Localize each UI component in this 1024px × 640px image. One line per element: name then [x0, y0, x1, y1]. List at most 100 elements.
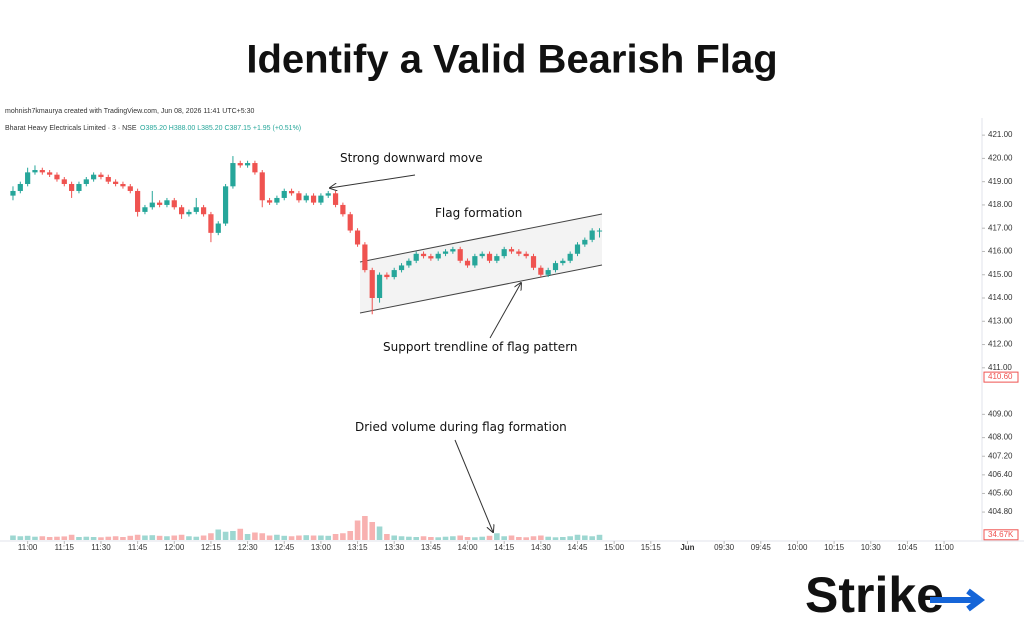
arrow — [330, 174, 416, 188]
candle-body — [149, 202, 155, 208]
volume-bar — [178, 534, 185, 540]
annotation: Dried volume during flag formation — [355, 420, 567, 434]
candle-body — [347, 214, 353, 231]
x-tick-label: 14:00 — [458, 543, 479, 552]
credit: mohnish7kmaurya created with TradingView… — [5, 108, 254, 115]
candle-body — [376, 274, 383, 299]
arrow — [454, 439, 493, 532]
volume-bar — [406, 536, 412, 540]
x-tick-label: Jun — [680, 543, 694, 552]
candle-body — [354, 230, 361, 245]
volume-bar — [413, 537, 420, 540]
volume-bar — [83, 536, 90, 540]
candle-body — [428, 256, 434, 259]
y-tick-label: 406.40 — [988, 470, 1013, 479]
volume-bar — [39, 536, 46, 540]
volume-bar — [186, 536, 192, 540]
candle-body — [310, 195, 317, 203]
volume-bar — [589, 536, 595, 540]
volume-bar — [523, 537, 529, 540]
y-tick-label: 416.00 — [988, 247, 1013, 256]
volume-bar — [303, 535, 310, 540]
volume-bar — [142, 535, 148, 540]
ohlc: O385.20 H388.00 L385.20 C387.15 +1.95 (+… — [140, 125, 301, 132]
candle-body — [54, 174, 60, 180]
candle-body — [472, 256, 478, 266]
volume-bar — [545, 536, 551, 540]
y-tick-label: 417.00 — [988, 223, 1013, 232]
annotation: Flag formation — [435, 206, 522, 220]
candle-body — [164, 200, 170, 205]
y-tick-label: 414.00 — [988, 293, 1013, 302]
candle-body — [142, 207, 148, 212]
volume-bar — [582, 535, 588, 540]
x-tick-label: 13:30 — [384, 543, 405, 552]
candle-body — [589, 230, 595, 240]
candle-body — [127, 186, 133, 191]
candle-body — [457, 249, 463, 261]
volume-bar — [200, 535, 207, 540]
volume-bar — [149, 535, 156, 540]
candle-body — [25, 172, 31, 184]
volume-bar — [134, 534, 141, 540]
x-tick-label: 11:00 — [18, 543, 38, 552]
volume-bar — [156, 535, 163, 540]
candle-body — [516, 251, 522, 254]
logo-accent — [930, 588, 985, 612]
volume-bar — [222, 531, 229, 540]
x-tick-label: 12:00 — [164, 543, 185, 552]
candle-body — [39, 170, 45, 173]
candle-body — [296, 193, 302, 201]
plot: 421.00 420.00 419.00 418.00 417.00 416.00 415.… — [10, 130, 1019, 552]
x-tick-label: 14:30 — [531, 543, 552, 552]
candle-body — [259, 172, 265, 201]
volume-bar — [428, 537, 434, 540]
volume-bar — [398, 536, 405, 540]
candle-body — [83, 179, 89, 184]
volume-bar — [362, 516, 368, 540]
volume-bar — [560, 537, 566, 540]
volume-bar — [252, 532, 258, 540]
x-tick-label: 11:15 — [55, 543, 75, 552]
volume-bar — [171, 535, 178, 540]
volume-bar — [347, 531, 354, 540]
candle-body — [538, 267, 544, 275]
x-tick-label: 13:15 — [348, 543, 369, 552]
volume-bar — [442, 536, 449, 540]
candle-body — [494, 256, 500, 261]
x-tick-label: 10:15 — [824, 543, 845, 552]
candle-body — [208, 214, 214, 233]
candle-body — [530, 256, 537, 268]
price-marker — [983, 371, 1019, 383]
candle-body — [252, 163, 258, 173]
candle-body — [69, 183, 75, 191]
volume-bar — [574, 534, 581, 540]
candle-body — [464, 260, 471, 266]
volume-bar — [274, 534, 280, 540]
candle-body — [574, 244, 581, 254]
volume-bar — [538, 535, 544, 540]
volume-bar — [281, 535, 288, 540]
candle-body — [61, 179, 67, 184]
logo: Strike — [805, 567, 944, 623]
volume-bar — [340, 533, 346, 540]
volume-bar — [259, 533, 266, 540]
page-title: Identify a Valid Bearish Flag — [246, 38, 777, 82]
x-tick-label: 09:30 — [714, 543, 735, 552]
annotation: Support trendline of flag pattern — [383, 340, 578, 354]
volume-bar — [464, 537, 471, 540]
volume-bar — [325, 535, 332, 540]
candle-body — [274, 197, 280, 203]
y-tick-label: 409.00 — [988, 409, 1013, 418]
arrow — [489, 283, 521, 339]
volume-bar — [310, 535, 317, 540]
candle-body — [318, 195, 324, 203]
y-tick-label: 405.60 — [988, 489, 1013, 498]
candle-body — [413, 253, 419, 261]
candle-body — [406, 260, 412, 266]
volume-bar — [288, 536, 295, 540]
candle-body — [450, 249, 456, 252]
candle-body — [135, 190, 141, 212]
